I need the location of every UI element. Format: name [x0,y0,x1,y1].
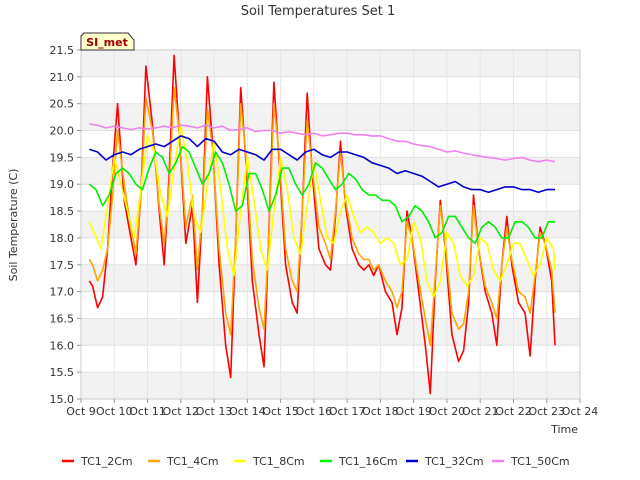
x-tick-label: Oct 17 [329,405,366,418]
x-tick-label: Oct 23 [528,405,565,418]
legend-label: TC1_4Cm [166,455,219,468]
site-badge: SI_met [80,32,135,51]
x-tick-label: Oct 12 [163,405,200,418]
x-tick-label: Oct 20 [429,405,466,418]
series-line-tc1_32cm [89,135,555,194]
background-band [81,50,580,77]
y-axis-ticks: 15.0 15.5 16.0 16.5 17.0 17.5 18.0 18.5 19.0 19.5… [50,44,81,406]
chart-title: Soil Temperatures Set 1 [241,4,396,19]
y-tick-label: 21.5 [50,44,75,57]
x-tick-label: Oct 13 [196,405,233,418]
background-band [81,318,580,346]
x-tick-label: Oct 9 [66,405,96,418]
x-tick-label: Oct 15 [262,405,299,418]
legend-label: TC1_2Cm [80,455,133,468]
x-tick-label: Oct 22 [495,405,532,418]
series-line-tc1_16cm [88,145,555,245]
series-line-tc1_50cm [89,123,556,163]
x-tick-label: Oct 21 [462,405,499,418]
legend-label: TC1_32Cm [424,455,484,468]
background-band [81,211,580,238]
y-tick-label: 18.0 [50,232,75,245]
x-tick-label: Oct 11 [129,405,166,418]
y-tick-label: 18.5 [50,205,75,218]
site-badge-shape [80,32,135,51]
legend: TC1_2Cm TC1_4Cm TC1_8Cm TC1_16Cm TC1_32Cm TC1… [62,455,570,468]
legend-label: TC1_16Cm [338,455,398,468]
x-tick-label: Oct 19 [395,405,432,418]
series-line-tc1_4cm [88,86,556,347]
series-lines [88,54,556,395]
y-tick-label: 16.5 [50,312,75,325]
x-axis-label: Time [550,423,578,436]
y-tick-label: 21.0 [50,71,75,84]
x-tick-label: Oct 16 [296,405,333,418]
background-band [81,372,580,399]
y-axis-label: Soil Temperature (C) [7,169,20,282]
y-tick-label: 17.0 [50,286,75,299]
x-tick-label: Oct 10 [96,405,133,418]
plot-area [80,49,581,400]
y-tick-label: 20.0 [50,125,75,138]
legend-label: TC1_50Cm [510,455,570,468]
y-tick-label: 19.5 [50,151,75,164]
y-tick-label: 20.5 [50,98,75,111]
x-tick-label: Oct 18 [362,405,399,418]
x-tick-label: Oct 24 [562,405,599,418]
y-tick-label: 15.5 [50,366,75,379]
y-tick-label: 16.0 [50,339,75,352]
legend-label: TC1_8Cm [252,455,305,468]
y-tick-label: 15.0 [50,393,75,406]
x-tick-label: Oct 14 [229,405,266,418]
plot-background-bands [81,50,580,399]
y-tick-label: 17.5 [50,259,75,272]
y-tick-label: 19.0 [50,178,75,191]
site-badge-label: SI_met [86,36,128,49]
background-band [81,103,580,131]
series-line-tc1_8cm [88,124,556,298]
